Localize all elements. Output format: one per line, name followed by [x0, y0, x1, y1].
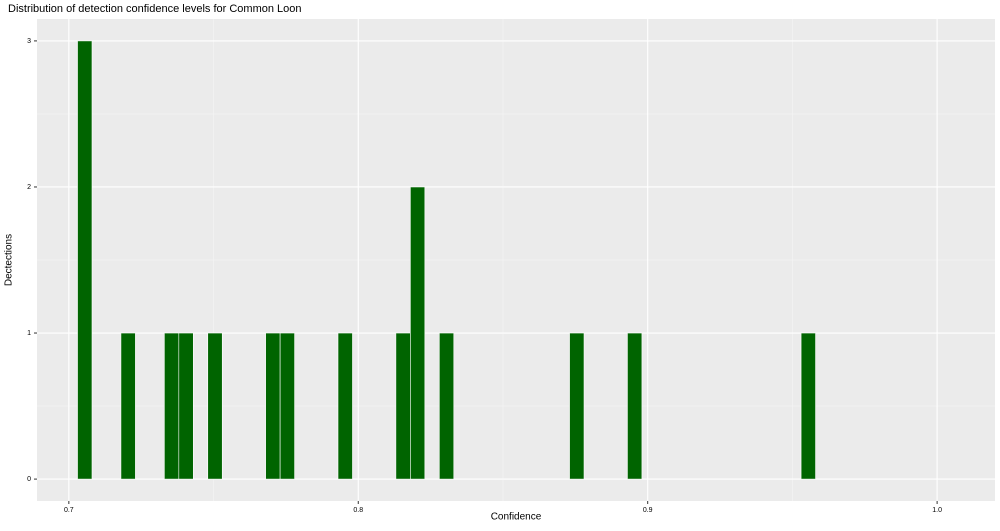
x-tick-label: 1.0: [932, 507, 942, 514]
bar: [337, 332, 353, 480]
y-tick-label: 1: [27, 330, 31, 337]
bar: [265, 332, 281, 480]
bar: [395, 332, 411, 480]
y-tick-label: 2: [27, 184, 31, 191]
bar: [164, 332, 180, 480]
bar: [120, 332, 136, 480]
bar: [77, 40, 93, 480]
x-tick-label: 0.7: [64, 507, 74, 514]
bar: [627, 332, 643, 480]
bar: [800, 332, 816, 480]
y-axis-label: Dectections: [4, 234, 15, 286]
x-tick-label: 0.8: [353, 507, 363, 514]
bar: [207, 332, 223, 480]
bar: [410, 186, 426, 480]
bar: [178, 332, 194, 480]
x-tick-label: 0.9: [643, 507, 653, 514]
bar: [439, 332, 455, 480]
x-axis-label: Confidence: [491, 512, 542, 523]
y-tick-label: 0: [27, 476, 31, 483]
bar: [279, 332, 295, 480]
chart-title: Distribution of detection confidence lev…: [8, 3, 302, 15]
bar: [569, 332, 585, 480]
y-tick-label: 3: [27, 38, 31, 45]
